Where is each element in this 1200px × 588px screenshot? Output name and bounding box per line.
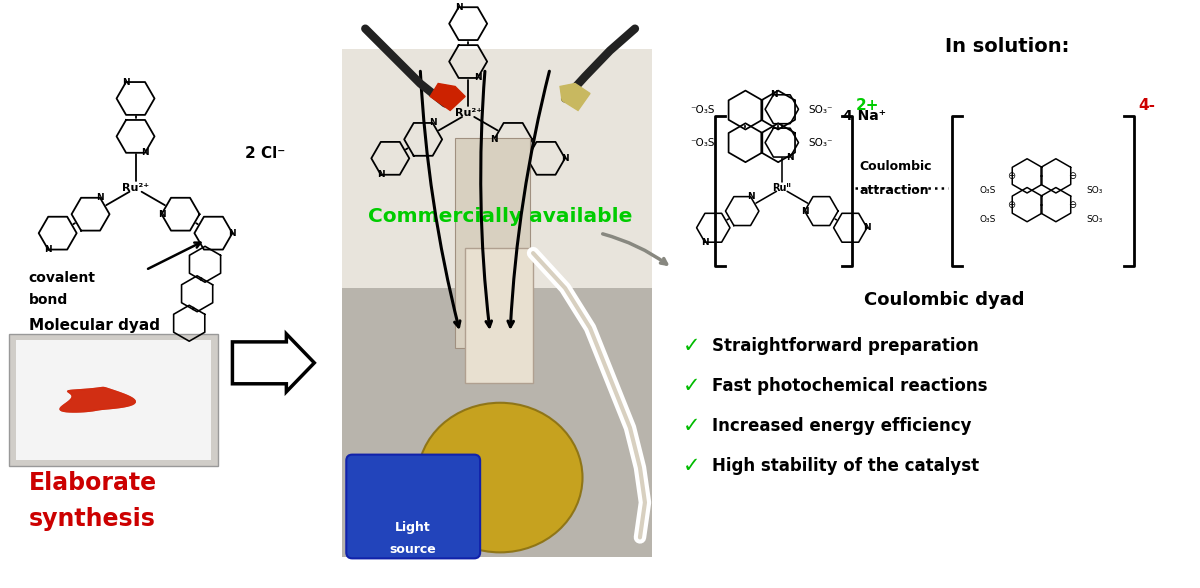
Text: 2 Cl⁻: 2 Cl⁻	[246, 146, 286, 161]
FancyBboxPatch shape	[466, 248, 533, 383]
Text: source: source	[390, 543, 437, 556]
Text: SO₃: SO₃	[1087, 215, 1103, 224]
Text: N: N	[769, 91, 778, 99]
Text: N: N	[863, 223, 871, 232]
Text: Commercially available: Commercially available	[368, 207, 632, 226]
Text: N: N	[96, 193, 104, 202]
Text: bond: bond	[29, 293, 68, 307]
Polygon shape	[430, 83, 466, 111]
Text: N: N	[428, 118, 437, 128]
Text: Fast photochemical reactions: Fast photochemical reactions	[712, 377, 988, 395]
Text: 2+: 2+	[856, 98, 880, 113]
Text: 4 Na⁺: 4 Na⁺	[844, 109, 887, 123]
Text: N: N	[44, 245, 52, 254]
Text: Light: Light	[395, 521, 431, 534]
Text: N: N	[142, 148, 149, 157]
Text: ✓: ✓	[683, 376, 701, 396]
Text: ⊖: ⊖	[1068, 171, 1076, 181]
Text: 4-: 4-	[1139, 98, 1156, 113]
Text: Ruᴵᴵ: Ruᴵᴵ	[773, 183, 791, 193]
Text: Increased energy efficiency: Increased energy efficiency	[712, 417, 971, 435]
Text: ⊖: ⊖	[1007, 200, 1015, 210]
Text: O₃S: O₃S	[979, 215, 996, 224]
Text: ⊖: ⊖	[1068, 200, 1076, 210]
Text: SO₃: SO₃	[1087, 186, 1103, 195]
Text: attraction: attraction	[859, 183, 929, 197]
Text: Straightforward preparation: Straightforward preparation	[712, 337, 979, 355]
Text: Ru²⁺: Ru²⁺	[122, 183, 149, 193]
Text: ⁻O₃S: ⁻O₃S	[691, 105, 715, 115]
Text: Elaborate: Elaborate	[29, 470, 157, 495]
Text: N: N	[474, 74, 481, 82]
Ellipse shape	[418, 403, 582, 552]
Text: N: N	[786, 152, 794, 162]
FancyBboxPatch shape	[347, 455, 480, 559]
Polygon shape	[560, 83, 590, 111]
Text: ✓: ✓	[683, 336, 701, 356]
FancyBboxPatch shape	[455, 138, 530, 348]
Text: Coulombic dyad: Coulombic dyad	[864, 291, 1025, 309]
Polygon shape	[60, 387, 136, 412]
Text: N: N	[800, 206, 809, 216]
Text: ✓: ✓	[683, 456, 701, 476]
Text: N: N	[562, 154, 569, 163]
Text: synthesis: synthesis	[29, 507, 156, 532]
Text: High stability of the catalyst: High stability of the catalyst	[712, 457, 979, 475]
Polygon shape	[60, 387, 136, 412]
Text: covalent: covalent	[29, 271, 96, 285]
Text: SO₃⁻: SO₃⁻	[809, 138, 833, 148]
Text: N: N	[377, 171, 385, 179]
Text: Coulombic: Coulombic	[859, 160, 932, 173]
Text: ⁻O₃S: ⁻O₃S	[691, 138, 715, 148]
Text: SO₃⁻: SO₃⁻	[809, 105, 833, 115]
FancyBboxPatch shape	[8, 334, 218, 466]
FancyBboxPatch shape	[16, 340, 211, 460]
Text: N: N	[157, 210, 166, 219]
Text: ✓: ✓	[683, 416, 701, 436]
Text: N: N	[455, 3, 462, 12]
FancyBboxPatch shape	[342, 49, 652, 557]
Text: N: N	[746, 192, 755, 201]
FancyArrow shape	[233, 334, 314, 392]
Text: In solution:: In solution:	[944, 37, 1069, 56]
Text: N: N	[122, 78, 130, 86]
Text: N: N	[701, 238, 709, 247]
Text: ⊖: ⊖	[1007, 171, 1015, 181]
Text: N: N	[491, 135, 498, 144]
Text: Molecular dyad: Molecular dyad	[29, 319, 160, 333]
Text: Ru²⁺: Ru²⁺	[455, 108, 481, 118]
FancyBboxPatch shape	[342, 49, 652, 288]
Text: N: N	[228, 229, 236, 238]
Text: O₃S: O₃S	[979, 186, 996, 195]
